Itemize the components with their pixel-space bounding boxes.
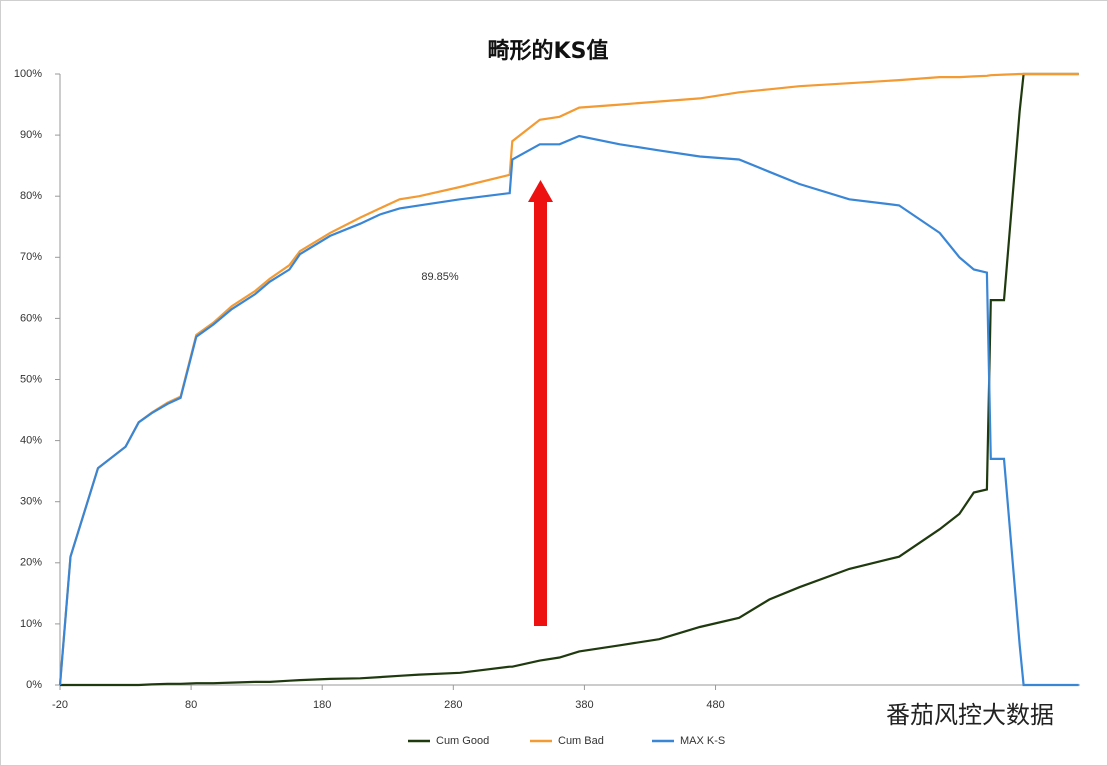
x-tick-label: 380	[575, 699, 593, 711]
legend-label: MAX K-S	[680, 735, 725, 747]
y-tick-label: 20%	[20, 557, 42, 569]
y-tick-label: 0%	[26, 679, 42, 691]
y-tick-label: 60%	[20, 312, 42, 324]
watermark: 番茄风控大数据	[886, 701, 1054, 729]
arrow-head	[528, 180, 553, 202]
series-line	[60, 72, 1079, 687]
series-line	[58, 134, 1079, 687]
x-tick-label: -20	[52, 699, 68, 711]
y-tick-label: 30%	[20, 496, 42, 508]
x-tick-label: 180	[313, 699, 331, 711]
legend-label: Cum Good	[436, 735, 489, 747]
y-tick-label: 100%	[14, 68, 42, 80]
y-tick-label: 50%	[20, 373, 42, 385]
y-tick-label: 80%	[20, 190, 42, 202]
x-tick-label: 480	[706, 699, 724, 711]
chart-title: 畸形的KS值	[488, 38, 609, 64]
y-tick-label: 10%	[20, 618, 42, 630]
red-arrow	[528, 180, 553, 626]
x-tick-label: 280	[444, 699, 462, 711]
arrow-shaft	[534, 200, 547, 626]
x-tick-label: 80	[185, 699, 197, 711]
y-tick-label: 40%	[20, 435, 42, 447]
legend-label: Cum Bad	[558, 735, 604, 747]
y-tick-label: 90%	[20, 129, 42, 141]
y-tick-label: 70%	[20, 251, 42, 263]
annotation: 89.85%	[421, 271, 459, 283]
